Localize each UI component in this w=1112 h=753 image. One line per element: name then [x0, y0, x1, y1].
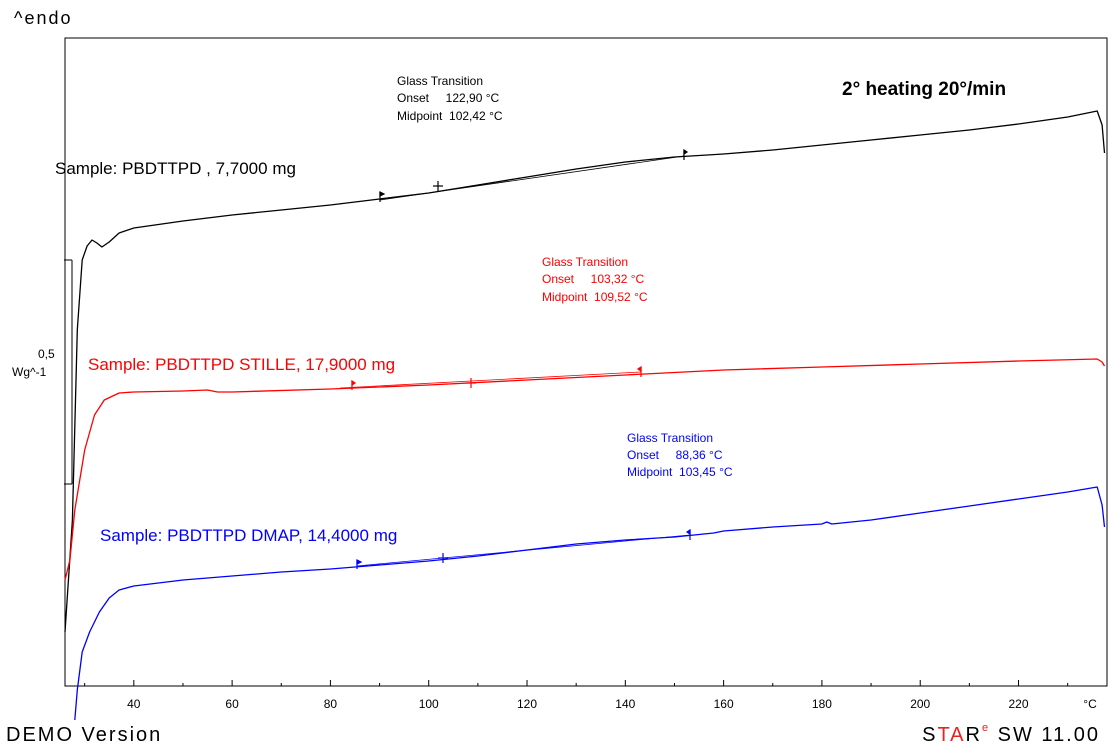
brand-r: R — [965, 724, 982, 746]
series-layer — [64, 110, 1106, 721]
tg-markers-red — [339, 365, 642, 390]
version-number: SW 11.00 — [990, 724, 1100, 746]
series-label-pbdttpd: Sample: PBDTTPD , 7,7000 mg — [55, 159, 296, 178]
series-line-2 — [74, 486, 1106, 721]
annotation-red: Glass Transition Onset 103,32 °C Midpoin… — [542, 255, 648, 304]
annotation-red-title: Glass Transition — [542, 255, 628, 269]
scale-bar-value: 0,5 — [38, 347, 55, 361]
annotation-black: Glass Transition Onset 122,90 °C Midpoin… — [397, 74, 503, 123]
annotation-blue-onset: Onset 88,36 °C — [627, 448, 723, 462]
tg-markers-blue — [356, 528, 691, 569]
x-axis: 40 60 80 100 120 140 160 180 200 220 °C — [84, 680, 1097, 711]
series-label-dmap: Sample: PBDTTPD DMAP, 14,4000 mg — [100, 526, 397, 545]
series-line-1 — [64, 358, 1106, 581]
x-tick-label: 40 — [127, 697, 141, 711]
x-tick-label: 60 — [225, 697, 239, 711]
y-axis-label: ^endo — [14, 8, 73, 28]
scale-bar: 0,5 Wg^-1 — [12, 259, 73, 485]
annotation-black-onset: Onset 122,90 °C — [397, 91, 500, 105]
tg-markers-black — [379, 148, 689, 202]
software-version-label: STARe SW 11.00 — [922, 722, 1100, 747]
x-tick-label: 140 — [615, 697, 635, 711]
x-tick-label: 160 — [714, 697, 734, 711]
annotation-red-midpoint: Midpoint 109,52 °C — [542, 290, 648, 304]
brand-s: S — [922, 724, 938, 746]
plot-frame — [64, 37, 1108, 687]
x-tick-label: 200 — [910, 697, 930, 711]
series-label-stille: Sample: PBDTTPD STILLE, 17,9000 mg — [88, 355, 395, 374]
annotation-red-onset: Onset 103,32 °C — [542, 272, 645, 286]
x-tick-label: 120 — [517, 697, 537, 711]
x-tick-label: 220 — [1009, 697, 1029, 711]
x-unit-label: °C — [1083, 697, 1097, 711]
annotation-black-midpoint: Midpoint 102,42 °C — [397, 109, 503, 123]
demo-version-label: DEMO Version — [6, 724, 163, 746]
x-tick-label: 80 — [324, 697, 338, 711]
x-tick-label: 100 — [419, 697, 439, 711]
chart-title: 2° heating 20°/min — [842, 79, 1006, 100]
brand-e: e — [981, 722, 991, 735]
x-tick-label: 180 — [812, 697, 832, 711]
annotation-blue-title: Glass Transition — [627, 431, 713, 445]
annotation-black-title: Glass Transition — [397, 74, 483, 88]
brand-ta: TA — [937, 724, 966, 746]
annotation-blue-midpoint: Midpoint 103,45 °C — [627, 465, 733, 479]
annotation-blue: Glass Transition Onset 88,36 °C Midpoint… — [627, 431, 733, 479]
scale-bar-unit: Wg^-1 — [12, 365, 47, 379]
